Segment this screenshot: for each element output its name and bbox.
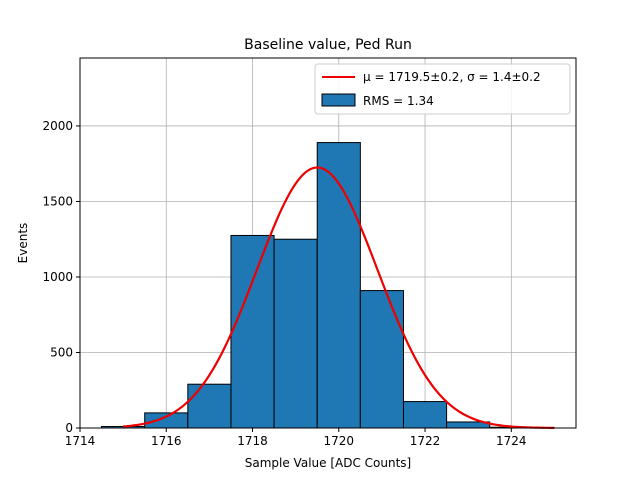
- legend-box: [314, 63, 571, 115]
- plot-frame: [79, 57, 577, 429]
- x-tick-label: 1722: [410, 434, 441, 448]
- y-tick-label: 1000: [42, 270, 73, 284]
- y-tick-label: 500: [50, 345, 73, 359]
- axis-ticks: 1714 1716 1718 1720 1722 1724 0 500 1000 1500 2000: [42, 119, 526, 448]
- histogram-bar: [144, 412, 189, 429]
- x-tick-label: 1718: [237, 434, 268, 448]
- legend: μ = 1719.5±0.2, σ = 1.4±0.2 RMS = 1.34: [314, 63, 571, 115]
- histogram-bar: [402, 401, 448, 429]
- x-tick-label: 1720: [324, 434, 355, 448]
- x-tick-label: 1714: [65, 434, 96, 448]
- fit-curve-layer: [123, 166, 555, 429]
- legend-fit-label: μ = 1719.5±0.2, σ = 1.4±0.2: [363, 70, 541, 84]
- x-axis-label: Sample Value [ADC Counts]: [245, 456, 411, 470]
- y-tick-label: 0: [65, 421, 73, 435]
- y-tick-label: 2000: [42, 119, 73, 133]
- y-axis-label: Events: [16, 223, 30, 264]
- x-tick-label: 1716: [151, 434, 182, 448]
- y-tick-label: 1500: [42, 194, 73, 208]
- gaussian-fit-curve: [123, 166, 555, 429]
- histogram-bar: [230, 234, 275, 429]
- legend-hist-swatch: [321, 93, 356, 107]
- chart-title: Baseline value, Ped Run: [244, 37, 412, 53]
- histogram-bar: [187, 383, 232, 429]
- histogram-bar: [273, 238, 318, 429]
- histogram-bar: [359, 290, 404, 429]
- legend-hist-label: RMS = 1.34: [363, 94, 434, 108]
- x-tick-label: 1724: [496, 434, 527, 448]
